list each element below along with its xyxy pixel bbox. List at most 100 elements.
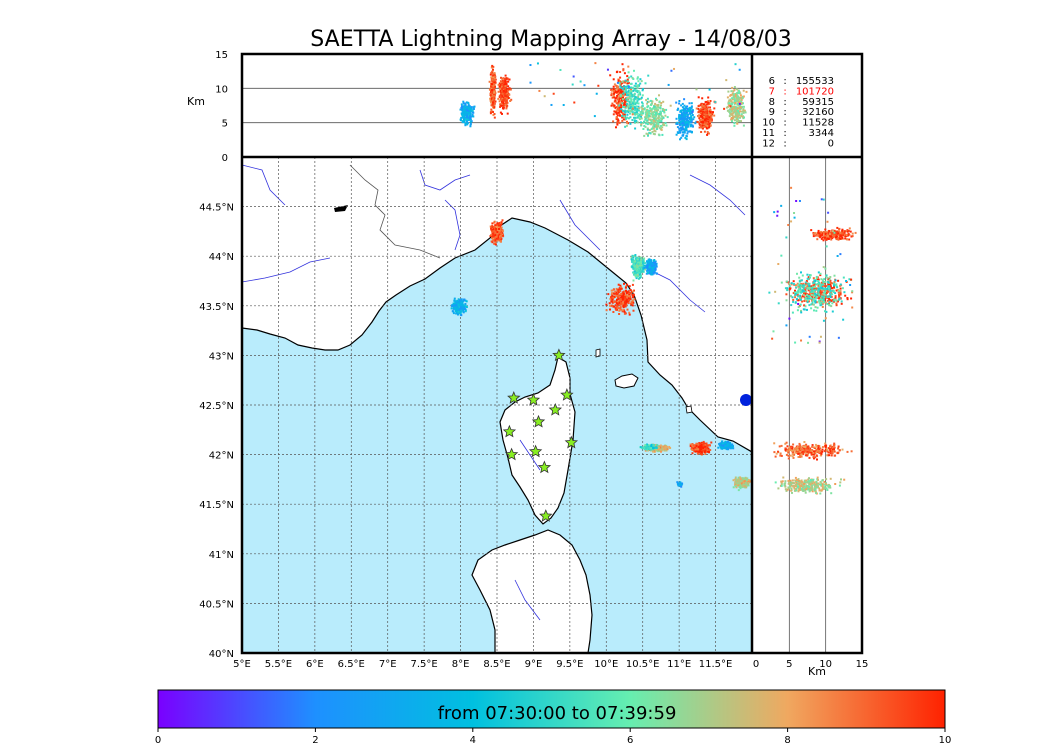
- altitude-source-point: [663, 124, 666, 127]
- map-x-tick-label: 5.5°E: [265, 659, 292, 670]
- map-source-point: [624, 300, 627, 303]
- altitude-source-point: [489, 99, 492, 102]
- altitude-source-point: [688, 112, 691, 115]
- map-source-point: [650, 273, 653, 276]
- altitude-source-point: [730, 118, 733, 121]
- altitude-source-point: [646, 121, 649, 124]
- map-source-point: [705, 442, 708, 445]
- altitude-source-point: [493, 104, 496, 107]
- altitude-source-point: [612, 113, 615, 116]
- lat-alt-source-point: [844, 294, 847, 297]
- map-source-point: [613, 305, 616, 308]
- altitude-source-point: [472, 106, 475, 109]
- altitude-source-point: [701, 103, 704, 106]
- altitude-source-point: [619, 71, 622, 73]
- map-source-point: [728, 444, 731, 447]
- altitude-source-point: [655, 118, 658, 121]
- map-source-point: [496, 222, 499, 225]
- altitude-source-point: [660, 115, 663, 118]
- altitude-source-point: [619, 114, 622, 117]
- map-source-point: [499, 234, 502, 237]
- altitude-source-point: [633, 119, 636, 122]
- altitude-source-point: [708, 116, 711, 119]
- altitude-source-point: [461, 107, 464, 110]
- altitude-source-point: [646, 102, 649, 105]
- map-source-point: [619, 298, 622, 301]
- map-source-point: [494, 234, 497, 237]
- altitude-source-point: [469, 115, 471, 117]
- altitude-source-point: [706, 116, 709, 119]
- map-source-point: [628, 299, 631, 302]
- altitude-source-point: [706, 112, 709, 115]
- altitude-source-point: [646, 128, 649, 131]
- map-source-point: [628, 311, 631, 314]
- altitude-source-point: [493, 91, 496, 94]
- station-star-icon: [528, 444, 543, 458]
- altitude-source-point: [628, 91, 631, 94]
- map-x-tick-label: 7.5°E: [411, 659, 438, 670]
- map-source-point: [659, 448, 662, 451]
- map-source-point: [650, 445, 653, 448]
- altitude-source-point: [629, 103, 632, 106]
- altitude-source-point: [489, 94, 492, 97]
- map-source-point: [628, 294, 631, 296]
- lat-alt-source-point: [839, 234, 842, 237]
- altitude-source-point: [648, 131, 651, 134]
- altitude-source-point: [462, 102, 465, 105]
- altitude-source-point: [617, 108, 619, 110]
- map-source-point: [633, 289, 635, 292]
- altitude-source-point: [638, 114, 641, 117]
- altitude-source-point: [629, 95, 632, 98]
- altitude-source-point: [728, 111, 731, 113]
- altitude-source-point: [707, 96, 710, 99]
- altitude-source-point: [704, 122, 707, 124]
- altitude-source-point: [501, 87, 504, 90]
- altitude-source-point: [622, 118, 625, 121]
- map-x-tick-labels: 5°E 5.5°E 6°E 6.5°E 7°E 7.5°E 8°E 8.5°E 9°E 9.5°E…: [233, 659, 732, 670]
- altitude-source-point: [725, 106, 728, 109]
- lat-alt-lightning-sources: [768, 186, 857, 495]
- altitude-source-point: [657, 106, 660, 109]
- altitude-source-point: [626, 82, 629, 85]
- map-source-point: [631, 299, 634, 302]
- altitude-source-point: [702, 108, 705, 111]
- altitude-source-point: [616, 90, 619, 93]
- map-source-point: [618, 287, 621, 290]
- altitude-source-point: [468, 105, 471, 108]
- altitude-source-point: [636, 84, 639, 87]
- altitude-source-point: [665, 108, 668, 111]
- altitude-source-point: [661, 118, 664, 120]
- map-source-point: [609, 297, 612, 300]
- map-source-point: [623, 293, 626, 296]
- lat-alt-source-point: [838, 232, 841, 235]
- altitude-source-point: [493, 86, 496, 88]
- map-source-point: [642, 446, 645, 449]
- map-source-point: [496, 233, 499, 236]
- altitude-source-point: [707, 125, 710, 128]
- altitude-source-point: [624, 111, 627, 114]
- altitude-source-point: [615, 109, 618, 112]
- map-source-point: [704, 442, 707, 445]
- map-source-point: [699, 452, 702, 455]
- map-source-point: [647, 260, 650, 263]
- altitude-source-point: [492, 65, 495, 68]
- altitude-source-point: [685, 127, 688, 130]
- altitude-source-point: [740, 102, 743, 105]
- altitude-source-point: [620, 88, 623, 91]
- altitude-source-point: [627, 65, 630, 68]
- map-source-point: [746, 477, 749, 480]
- altitude-source-point: [707, 121, 710, 123]
- map-source-point: [689, 445, 692, 448]
- map-source-point: [665, 449, 668, 452]
- altitude-source-point: [491, 91, 494, 94]
- altitude-source-point: [661, 133, 664, 136]
- map-source-point: [660, 450, 662, 453]
- map-source-point: [615, 302, 618, 305]
- altitude-source-point: [492, 74, 495, 77]
- altitude-lightning-sources: [459, 62, 748, 141]
- map-source-point: [629, 295, 632, 298]
- altitude-source-point: [700, 111, 702, 114]
- map-source-point: [501, 230, 504, 233]
- altitude-source-point: [651, 100, 654, 103]
- altitude-source-point: [680, 104, 683, 107]
